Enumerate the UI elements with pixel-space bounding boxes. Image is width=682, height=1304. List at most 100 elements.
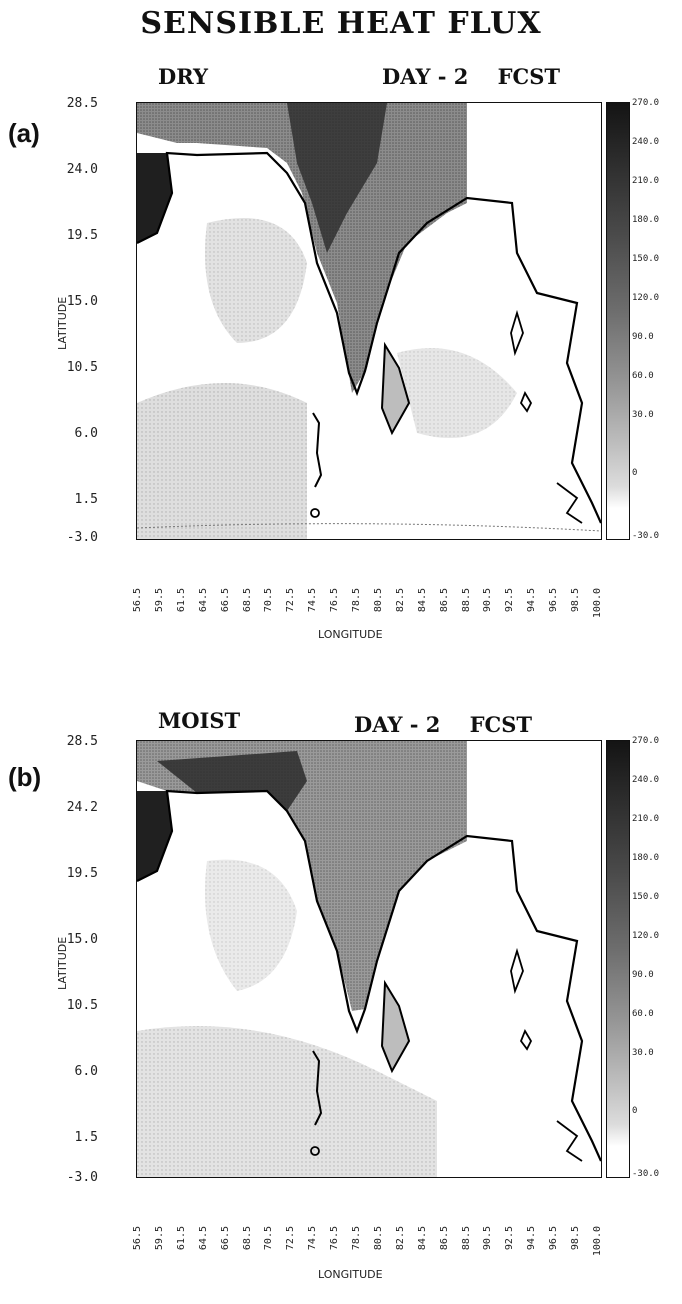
colorbar-tick: 210.0 <box>632 814 660 824</box>
x-tick-label: 84.5 <box>416 1226 428 1251</box>
panel-a-ytick: 10.5 <box>66 360 98 375</box>
x-tick-label: 61.5 <box>175 588 187 613</box>
panel-b-right-header: DAY - 2 FCST <box>354 712 533 737</box>
panel-a-ytick: 19.5 <box>66 228 98 243</box>
colorbar-tick: 240.0 <box>632 775 660 785</box>
land-heat-region <box>137 103 467 393</box>
panel-a-y-axis-title: LATITUDE <box>56 296 69 350</box>
x-tick-label: 64.5 <box>197 588 209 613</box>
x-tick-label: 98.5 <box>570 588 582 613</box>
high-flux-core <box>287 103 387 253</box>
x-tick-label: 78.5 <box>351 1226 363 1251</box>
colorbar-tick: 150.0 <box>632 254 660 264</box>
x-tick-label: 84.5 <box>416 588 428 613</box>
x-tick-label: 68.5 <box>241 588 253 613</box>
coastline <box>136 789 603 1162</box>
x-tick-label: 98.5 <box>570 1226 582 1251</box>
sri-lanka-outline <box>380 979 411 1074</box>
x-tick-label: 86.5 <box>438 588 450 613</box>
colorbar-tick: 90.0 <box>632 970 654 980</box>
ocean-flux-region <box>137 1026 437 1177</box>
panel-b-ytick: 1.5 <box>74 1130 98 1145</box>
colorbar-tick: 180.0 <box>632 215 660 225</box>
bay-flux-region <box>397 348 517 438</box>
panel-b-ytick: 10.5 <box>66 998 98 1013</box>
x-tick-label: 78.5 <box>351 588 363 613</box>
high-flux-core <box>157 751 307 811</box>
colorbar-tick: 270.0 <box>632 98 660 108</box>
panel-a-map <box>136 102 603 540</box>
panel-b-left-header: MOIST <box>158 708 241 733</box>
x-tick-label: 96.5 <box>548 1226 560 1251</box>
ocean-flux-region <box>137 383 307 539</box>
colorbar-tick: 240.0 <box>632 137 660 147</box>
x-tick-label: 74.5 <box>307 1226 319 1251</box>
x-tick-label: 76.5 <box>329 588 341 613</box>
colorbar-tick: 120.0 <box>632 293 660 303</box>
x-tick-label: 61.5 <box>175 1226 187 1251</box>
panel-a-right-header: DAY - 2 FCST <box>382 64 561 89</box>
panel-a-ytick: 15.0 <box>66 294 98 309</box>
x-tick-label: 88.5 <box>460 1226 472 1251</box>
x-tick-label: 94.5 <box>526 588 538 613</box>
panel-a-left-header: DRY <box>158 64 209 89</box>
panel-a-ytick: 24.0 <box>66 162 98 177</box>
panel-b-ytick: 6.0 <box>74 1064 98 1079</box>
land-heat-region <box>137 741 467 1011</box>
panel-a-ytick: 6.0 <box>74 426 98 441</box>
panel-b-y-axis-title: LATITUDE <box>56 936 69 990</box>
x-tick-label: 82.5 <box>394 588 406 613</box>
arabia-heat-region <box>137 791 172 881</box>
panel-b-ytick: -3.0 <box>66 1170 98 1185</box>
x-tick-label: 72.5 <box>285 588 297 613</box>
sumatra-coast <box>556 482 583 524</box>
x-tick-label: 64.5 <box>197 1226 209 1251</box>
colorbar-tick: -30.0 <box>632 1169 660 1179</box>
x-tick-label: 92.5 <box>504 588 516 613</box>
sri-lanka-outline <box>380 341 411 436</box>
x-tick-label: 72.5 <box>285 1226 297 1251</box>
colorbar-tick: 30.0 <box>632 410 654 420</box>
panel-a-colorbar <box>606 102 630 540</box>
nicobar-outline <box>519 1028 533 1051</box>
coastline <box>136 151 603 524</box>
panel-b-map <box>136 740 603 1178</box>
sumatra-coast <box>556 1120 583 1162</box>
panel-a-ytick: 28.5 <box>66 96 98 111</box>
figure-title: SENSIBLE HEAT FLUX <box>140 6 542 41</box>
colorbar-tick: 0 <box>632 1106 638 1116</box>
x-tick-label: 66.5 <box>219 588 231 613</box>
panel-b-ytick: 15.0 <box>66 932 98 947</box>
x-tick-label: 100.0 <box>592 588 603 619</box>
x-tick-label: 94.5 <box>526 1226 538 1251</box>
colorbar-tick: 180.0 <box>632 853 660 863</box>
nicobar-outline <box>519 390 533 413</box>
colorbar-tick: 270.0 <box>632 736 660 746</box>
panel-b-ytick: 24.2 <box>66 800 98 815</box>
maldives-outline <box>312 412 323 488</box>
x-tick-label: 86.5 <box>438 1226 450 1251</box>
x-tick-label: 82.5 <box>394 1226 406 1251</box>
x-tick-label: 92.5 <box>504 1226 516 1251</box>
x-tick-label: 80.5 <box>372 588 384 613</box>
arabia-heat-region <box>137 153 172 243</box>
colorbar-tick: -30.0 <box>632 531 660 541</box>
x-tick-label: 59.5 <box>153 588 165 613</box>
x-tick-label: 90.5 <box>482 588 494 613</box>
x-tick-label: 88.5 <box>460 588 472 613</box>
colorbar-tick: 0 <box>632 468 638 478</box>
x-tick-label: 56.5 <box>132 1226 143 1251</box>
colorbar-tick: 120.0 <box>632 931 660 941</box>
contour-line <box>136 523 602 532</box>
andaman-outline <box>510 947 524 995</box>
panel-a-x-axis-title: LONGITUDE <box>318 628 383 641</box>
x-tick-label: 59.5 <box>153 1226 165 1251</box>
x-tick-label: 66.5 <box>219 1226 231 1251</box>
panel-b-label: (b) <box>8 762 42 792</box>
panel-b-map-svg <box>136 741 603 1177</box>
colorbar-tick: 150.0 <box>632 892 660 902</box>
x-tick-label: 96.5 <box>548 588 560 613</box>
panel-b-ytick: 19.5 <box>66 866 98 881</box>
panel-b-ytick: 28.5 <box>66 734 98 749</box>
x-tick-label: 76.5 <box>329 1226 341 1251</box>
